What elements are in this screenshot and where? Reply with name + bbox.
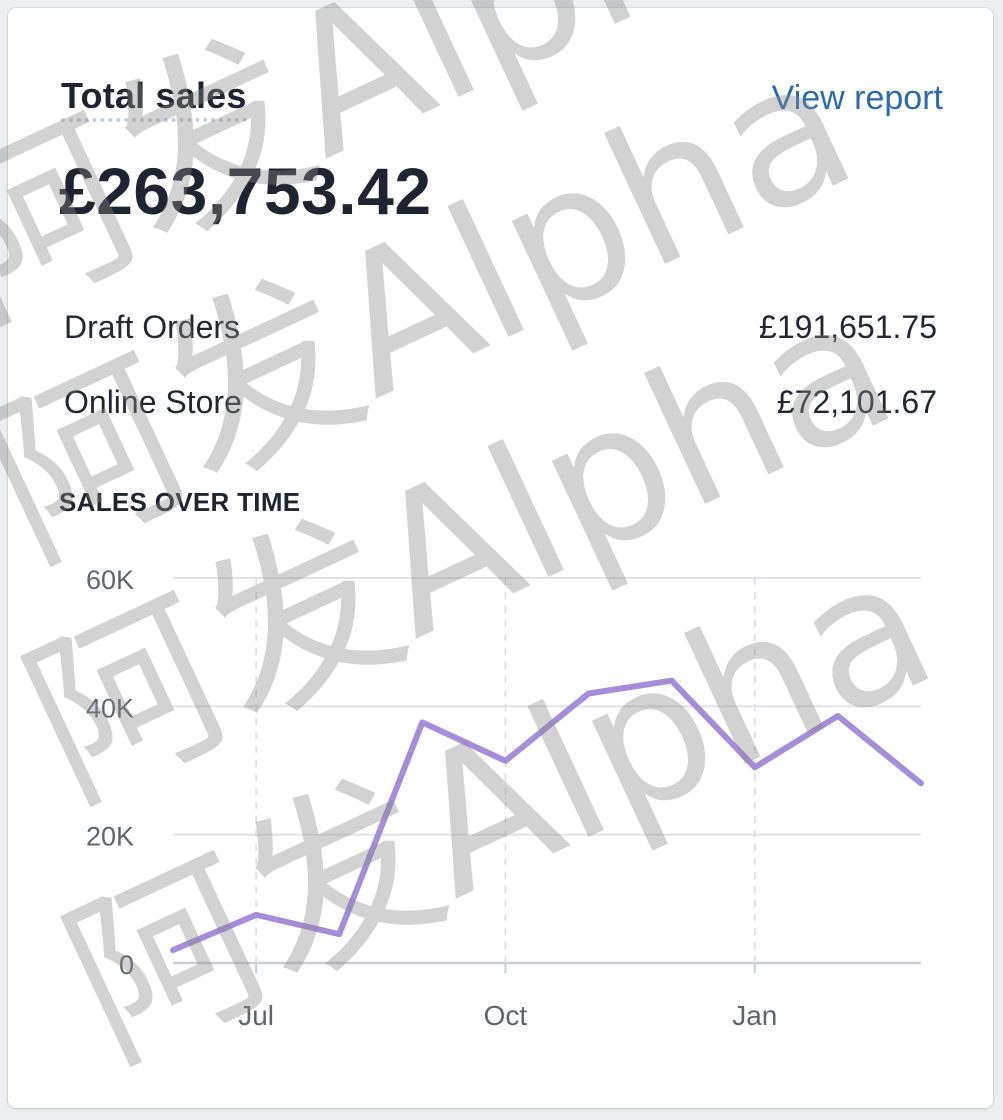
total-sales-card: Total sales View report £263,753.42 Draf… — [8, 8, 993, 1108]
x-tick-label: Jan — [732, 1000, 777, 1031]
breakdown-row-online-store: Online Store £72,101.67 — [64, 380, 937, 424]
view-report-link[interactable]: View report — [771, 79, 943, 117]
y-tick-label: 40K — [86, 693, 134, 723]
y-tick-label: 60K — [86, 565, 134, 595]
breakdown-label: Draft Orders — [64, 309, 241, 345]
series-line — [170, 677, 924, 954]
breakdown-row-draft-orders: Draft Orders £191,651.75 — [64, 305, 937, 349]
total-sales-amount: £263,753.42 — [59, 154, 432, 228]
x-tick-label: Oct — [484, 1000, 528, 1031]
card-title[interactable]: Total sales — [61, 75, 247, 116]
title-dotted-underline — [61, 118, 247, 122]
sales-over-time-heading: SALES OVER TIME — [59, 487, 301, 517]
breakdown-value: £191,651.75 — [759, 309, 937, 345]
y-tick-label: 20K — [86, 822, 134, 852]
breakdown-value: £72,101.67 — [776, 384, 937, 420]
y-tick-label: 0 — [119, 950, 134, 980]
breakdown-label: Online Store — [64, 384, 242, 420]
x-tick-label: Jul — [238, 1000, 274, 1031]
